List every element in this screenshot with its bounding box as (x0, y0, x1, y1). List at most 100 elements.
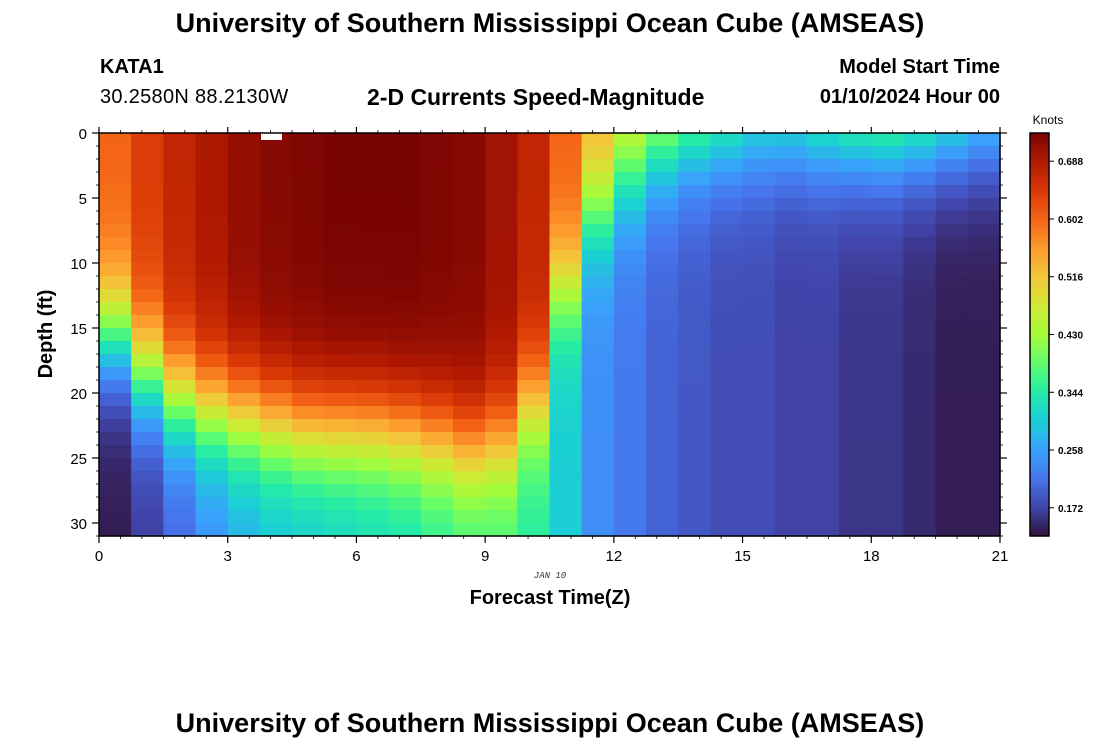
heatmap-cell (774, 458, 808, 472)
heatmap-cell (163, 419, 197, 433)
heatmap-cell (678, 276, 711, 290)
x-tick-label: 6 (352, 548, 360, 565)
heatmap-cell (710, 198, 744, 212)
heatmap-cell (678, 367, 711, 381)
heatmap-cell (292, 523, 325, 537)
y-tick-label: 20 (70, 386, 87, 403)
y-tick-label: 15 (70, 321, 87, 338)
heatmap-cell (420, 172, 454, 186)
heatmap-cell (742, 406, 776, 420)
heatmap-cell (227, 380, 261, 394)
heatmap-cell (903, 250, 937, 264)
heatmap-cell (678, 510, 711, 524)
heatmap-cell (678, 406, 711, 420)
heatmap-cell (806, 315, 840, 329)
heatmap-cell (356, 237, 390, 251)
heatmap-cell (131, 315, 164, 329)
heatmap-cell (549, 328, 583, 342)
heatmap-cell (710, 406, 744, 420)
heatmap-cell (420, 341, 454, 355)
heatmap-cell (517, 159, 551, 173)
heatmap-cell (195, 497, 229, 511)
heatmap-cell (678, 211, 711, 225)
heatmap-cell (324, 484, 358, 498)
heatmap-cell (935, 302, 969, 316)
heatmap-cell (742, 497, 776, 511)
heatmap-cell (742, 341, 776, 355)
heatmap-cell (710, 510, 744, 524)
heatmap-cell (356, 250, 390, 264)
heatmap-cell (967, 510, 1001, 524)
heatmap-cell (581, 497, 615, 511)
heatmap-cell (967, 484, 1001, 498)
heatmap-cell (485, 224, 518, 238)
heatmap-cell (227, 146, 261, 160)
heatmap-cell (452, 510, 486, 524)
heatmap-cell (839, 133, 872, 147)
heatmap-cell (259, 315, 293, 329)
heatmap-cell (292, 419, 325, 433)
heatmap-cell (259, 211, 293, 225)
heatmap-cell (131, 432, 164, 446)
heatmap-cell (742, 315, 776, 329)
heatmap-cell (903, 484, 937, 498)
heatmap-cell (742, 432, 776, 446)
heatmap-cell (613, 237, 647, 251)
heatmap-cell (742, 289, 776, 303)
heatmap-cell (646, 354, 679, 368)
heatmap-cell (517, 445, 551, 459)
heatmap-cell (646, 510, 679, 524)
heatmap-cell (935, 406, 969, 420)
heatmap-cell (292, 432, 325, 446)
heatmap-cell (356, 263, 390, 277)
heatmap-cell (806, 445, 840, 459)
heatmap-cell (774, 484, 808, 498)
heatmap-cell (388, 484, 422, 498)
heatmap-cell (388, 380, 422, 394)
heatmap-cell (935, 341, 969, 355)
heatmap-cell (356, 445, 390, 459)
heatmap-cell (163, 302, 197, 316)
heatmap-cell (646, 484, 679, 498)
heatmap-cell (646, 289, 679, 303)
heatmap-cell (806, 419, 840, 433)
heatmap-cell (131, 276, 164, 290)
heatmap-cell (388, 471, 422, 485)
heatmap-cell (646, 471, 679, 485)
heatmap-cell (935, 133, 969, 147)
heatmap-cell (163, 523, 197, 537)
heatmap-cell (871, 380, 905, 394)
heatmap-cell (163, 133, 197, 147)
heatmap-cell (420, 159, 454, 173)
heatmap-cell (131, 185, 164, 199)
heatmap-cell (710, 185, 744, 199)
heatmap-cell (259, 510, 293, 524)
heatmap-cell (324, 263, 358, 277)
heatmap-cell (452, 458, 486, 472)
heatmap-cell (227, 198, 261, 212)
heatmap-cell (163, 510, 197, 524)
heatmap-cell (903, 263, 937, 277)
heatmap-cell (517, 224, 551, 238)
heatmap-cell (871, 523, 905, 537)
heatmap-cell (99, 289, 132, 303)
heatmap-cell (774, 146, 808, 160)
heatmap-cell (710, 458, 744, 472)
heatmap-cell (356, 393, 390, 407)
heatmap-cell (195, 380, 229, 394)
heatmap-cell (967, 393, 1001, 407)
heatmap-cell (646, 224, 679, 238)
heatmap-cell (420, 354, 454, 368)
heatmap-cell (678, 159, 711, 173)
heatmap-cell (678, 146, 711, 160)
heatmap-cell (324, 276, 358, 290)
heatmap-cell (292, 367, 325, 381)
heatmap-cell (195, 198, 229, 212)
heatmap-cell (388, 458, 422, 472)
heatmap-cell (420, 302, 454, 316)
heatmap-cell (871, 471, 905, 485)
heatmap-cell (99, 354, 132, 368)
heatmap-cell (806, 341, 840, 355)
heatmap-cell (646, 406, 679, 420)
heatmap-cell (259, 289, 293, 303)
